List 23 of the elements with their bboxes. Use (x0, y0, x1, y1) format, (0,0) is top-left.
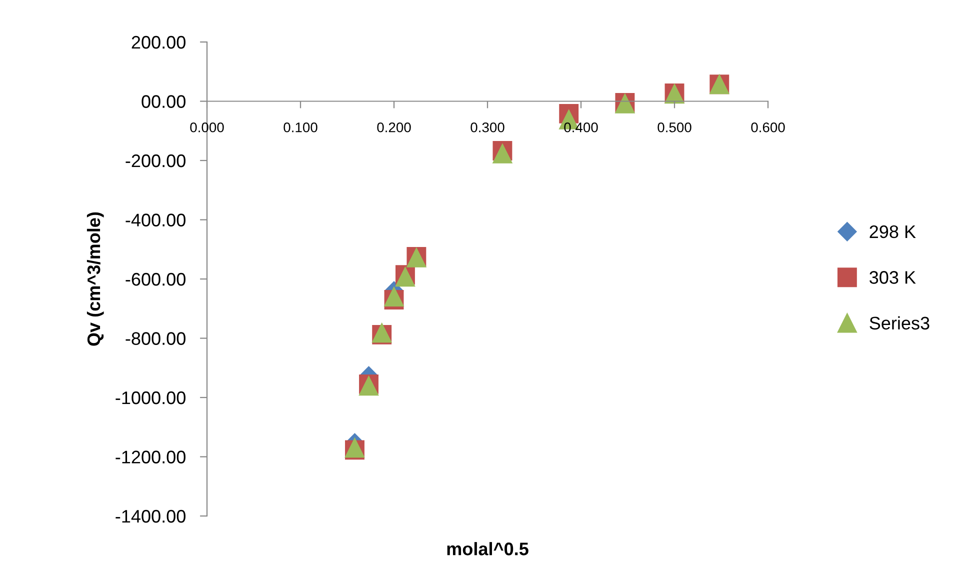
y-tick-label: -1000.00 (116, 391, 186, 404)
y-axis-title: Qv (cm^3/mole) (86, 212, 104, 346)
x-tick-label: 0.300 (470, 122, 504, 132)
x-tick-label: 0.000 (190, 122, 224, 132)
x-tick-label: 0.100 (284, 122, 318, 132)
y-tick-label: -1200.00 (116, 450, 186, 464)
point (492, 144, 512, 164)
x-tick-label: 0.500 (658, 122, 692, 132)
point (384, 287, 404, 306)
y-tick-label: -1400.00 (116, 510, 186, 523)
x-tick-label: 0.400 (564, 122, 598, 132)
y-tick-label: -400.00 (126, 214, 186, 226)
y-tick-label: -600.00 (126, 272, 186, 286)
legend-label: Series3 (870, 316, 930, 330)
x-axis-title: molal^0.5 (447, 542, 528, 556)
y-tick-label: -800.00 (126, 332, 186, 345)
x-tick-label: 0.200 (377, 122, 411, 132)
y-tick-label: 00.00 (142, 95, 186, 108)
legend-label: 298 K (870, 225, 916, 238)
x-tick-label: 0.600 (751, 122, 785, 132)
y-tick-label: 200.00 (132, 36, 186, 49)
y-tick-label: -200.00 (126, 154, 186, 168)
legend-label: 303 K (870, 271, 916, 284)
